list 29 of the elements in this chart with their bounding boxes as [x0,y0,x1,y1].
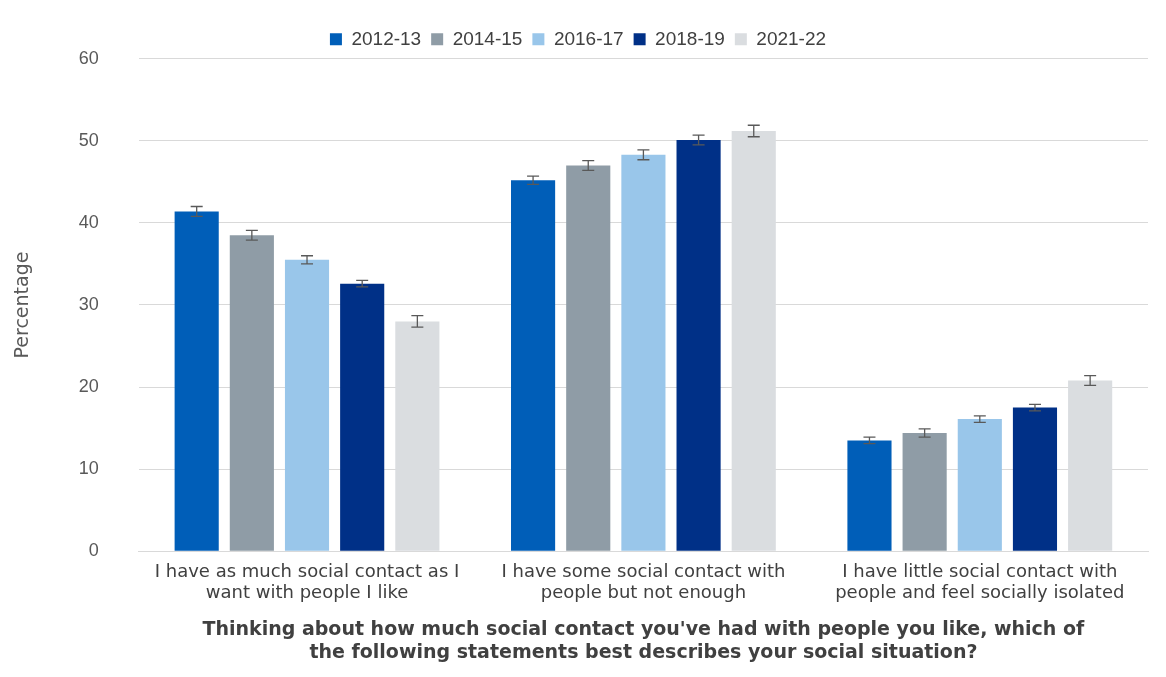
bar [174,211,219,551]
legend-label: 2012-13 [351,27,422,49]
legend-label: 2018-19 [655,27,725,49]
bar [566,165,611,551]
legend-label: 2021-22 [756,27,827,49]
bar [340,283,385,551]
bar [676,140,721,551]
x-axis-title: Thinking about how much social contact you've had with people you like, which of the following statements best describes your social situation? [202,616,1086,662]
y-tick-label: 30 [78,293,99,314]
y-tick-label: 10 [78,458,99,479]
legend-label: 2014-15 [452,27,523,49]
y-tick-label: 20 [78,376,99,397]
bar [621,154,666,551]
bar [902,433,947,551]
y-tick-label: 0 [88,540,99,561]
bar [511,180,556,551]
y-tick-label: 60 [78,47,99,68]
bar [229,235,274,551]
y-tick-label: 40 [78,211,99,232]
bar [1012,407,1058,551]
bar [847,440,892,551]
x-tick-label: I have little social contact with people and feel socially isolated [835,559,1125,603]
x-tick-label: I have some social contact with people but not enough [501,559,786,603]
x-tick-label: I have as much social contact as I want with people I like [154,559,460,603]
bar [957,419,1002,551]
y-tick-label: 50 [78,129,99,150]
legend-label: 2016-17 [553,27,624,49]
bar [284,259,330,551]
y-axis-title: Percentage [10,251,33,359]
